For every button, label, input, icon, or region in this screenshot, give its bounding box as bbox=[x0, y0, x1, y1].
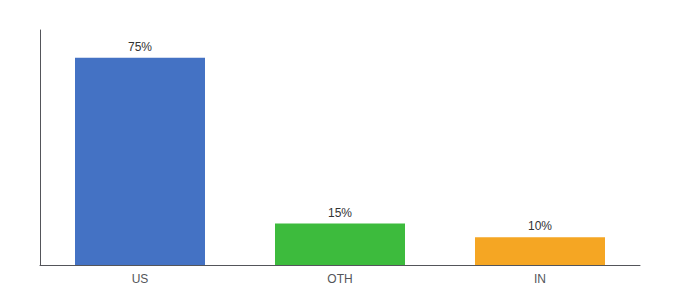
svg-text:OTH: OTH bbox=[327, 272, 352, 286]
svg-text:IN: IN bbox=[534, 272, 546, 286]
svg-text:US: US bbox=[132, 272, 149, 286]
svg-text:15%: 15% bbox=[328, 206, 352, 220]
svg-text:10%: 10% bbox=[528, 219, 552, 233]
svg-text:75%: 75% bbox=[128, 40, 152, 54]
